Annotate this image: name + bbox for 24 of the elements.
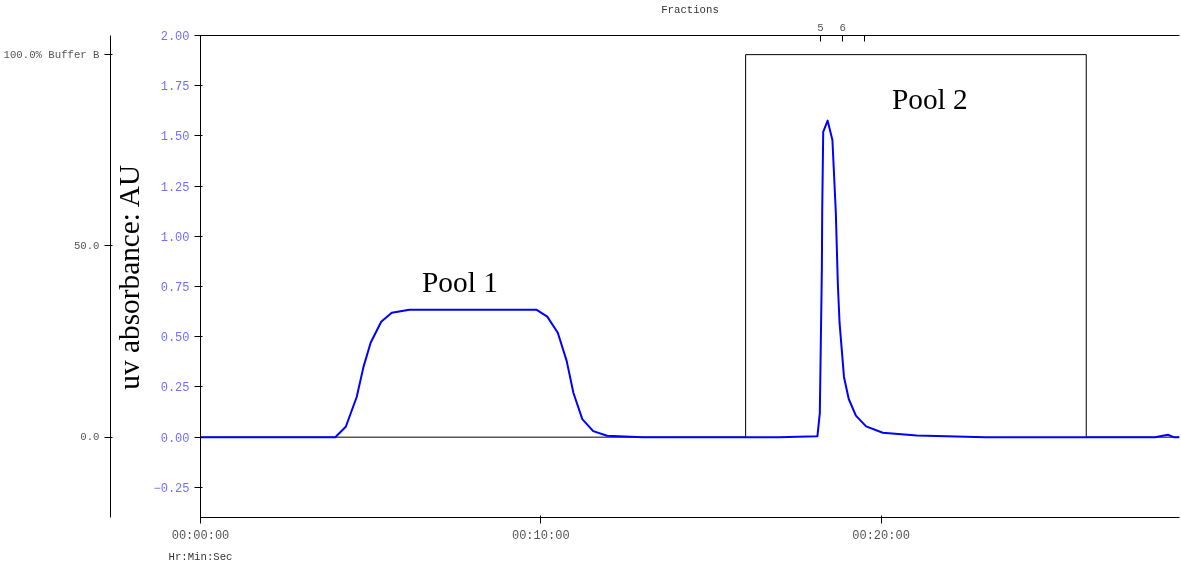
x2-tick-label: 5	[817, 21, 824, 34]
line-series	[200, 119, 1180, 439]
annotation: Pool 1	[422, 266, 498, 299]
y-tick-label: 0.75	[160, 281, 190, 296]
y-tick-label: 2.00	[160, 30, 190, 44]
y-tick-label: 0.50	[160, 331, 190, 346]
y2-tick-label: 0.0	[80, 431, 100, 444]
x-tick-label: 00:20:00	[852, 528, 910, 543]
y-tick-label: 1.75	[160, 80, 190, 95]
x2-tick-label: 6	[839, 21, 846, 34]
y-tick-label: 1.50	[160, 130, 190, 145]
x-axis-title: Hr:Min:Sec	[168, 550, 233, 563]
x-tick-label: 00:00:00	[171, 528, 230, 543]
x-tick-label: 00:10:00	[511, 528, 570, 543]
y-axis-title: uv absorbance: AU	[113, 164, 146, 390]
y-tick-label: −0.25	[153, 481, 190, 496]
y-tick-label: 0.00	[160, 431, 190, 446]
x2-axis-title: Fractions	[661, 3, 719, 16]
y-tick-label: 0.25	[160, 381, 190, 396]
y2-tick-label: 100.0% Buffer B	[3, 48, 100, 61]
y-tick-label: 1.25	[160, 180, 190, 195]
y2-tick-label: 50.0	[73, 239, 100, 252]
annotation: Pool 2	[891, 83, 968, 116]
y-tick-label: 1.00	[160, 230, 190, 245]
